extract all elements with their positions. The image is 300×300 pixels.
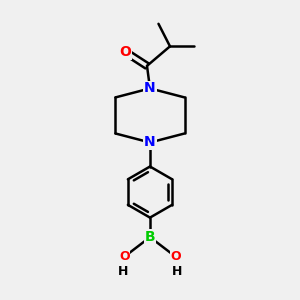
Text: N: N <box>144 136 156 149</box>
Text: H: H <box>172 265 182 278</box>
Text: N: N <box>144 81 156 95</box>
Text: B: B <box>145 230 155 244</box>
Text: O: O <box>170 250 181 263</box>
Text: H: H <box>118 265 128 278</box>
Text: O: O <box>119 45 131 59</box>
Text: O: O <box>119 250 130 263</box>
